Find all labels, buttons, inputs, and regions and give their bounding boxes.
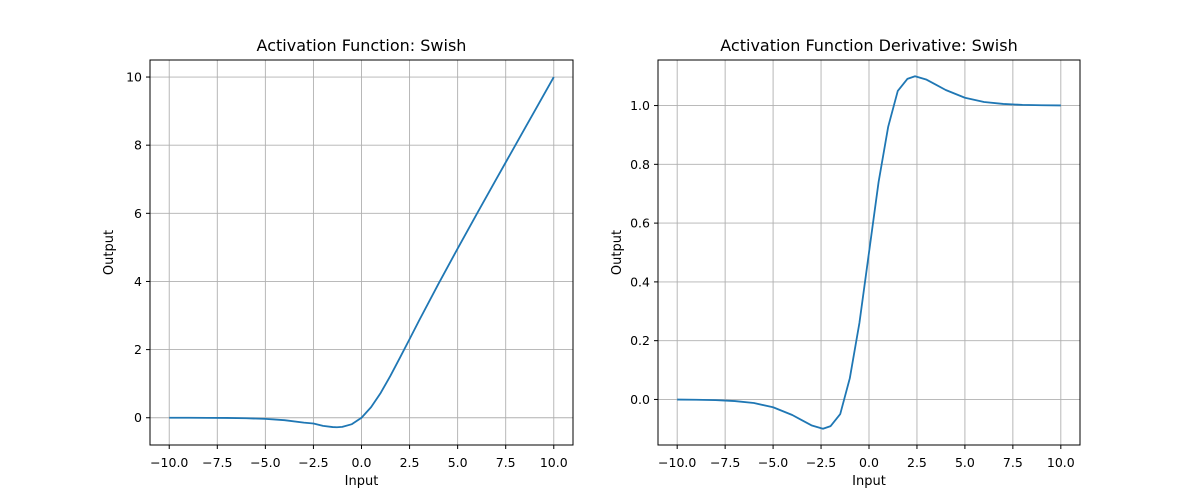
data-point [226, 417, 228, 419]
data-point [370, 406, 372, 408]
x-tick-label: −10.0 [150, 455, 188, 470]
data-point [188, 417, 190, 419]
x-tick-label: 2.5 [400, 455, 420, 470]
data-point [801, 419, 803, 421]
data-point [695, 399, 697, 401]
y-tick-label: 0.6 [630, 216, 650, 231]
swish-chart: −10.0 −7.5 −5.0 −2.5 0.0 2.5 5.0 7.5 10.0 0 2 4 6 8 10… [102, 36, 574, 489]
x-tick-label: 2.5 [907, 455, 927, 470]
x-tick-label: 5.0 [955, 455, 975, 470]
data-point [811, 424, 813, 426]
data-point [207, 417, 209, 419]
x-tick-label: −5.0 [758, 455, 788, 470]
data-point [734, 400, 736, 402]
data-point [341, 426, 343, 428]
x-tick-label: 0.0 [352, 455, 372, 470]
data-point [859, 322, 861, 324]
y-axis-label: Output [610, 230, 625, 275]
data-point [322, 425, 324, 427]
data-point [438, 283, 440, 285]
data-point [457, 248, 459, 250]
data-point [839, 413, 841, 415]
data-point [476, 213, 478, 215]
x-tick-label: −10.0 [658, 455, 696, 470]
data-point [389, 375, 391, 377]
x-tick-label: −7.5 [710, 455, 740, 470]
y-tick-label: 2 [134, 342, 142, 357]
data-point [715, 399, 717, 401]
data-point [964, 97, 966, 99]
y-tick-label: 6 [134, 206, 142, 221]
data-point [399, 357, 401, 359]
data-point [753, 402, 755, 404]
x-tick-label: 5.0 [448, 455, 468, 470]
data-point [303, 422, 305, 424]
data-point [868, 252, 870, 254]
x-tick-label: 7.5 [1003, 455, 1023, 470]
chart-title: Activation Function: Swish [257, 36, 467, 55]
data-point [935, 84, 937, 86]
data-point [926, 79, 928, 81]
y-tick-label: 4 [134, 274, 142, 289]
data-point [336, 426, 338, 428]
data-point [1060, 105, 1062, 107]
data-point [1002, 103, 1004, 105]
y-tick-label: 0.2 [630, 333, 650, 348]
data-point [849, 377, 851, 379]
data-point [264, 418, 266, 420]
y-tick-label: 8 [134, 138, 142, 153]
data-point [830, 425, 832, 427]
data-point [418, 319, 420, 321]
data-point [351, 423, 353, 425]
x-tick-label: 0.0 [859, 455, 879, 470]
data-point [284, 419, 286, 421]
data-point [409, 338, 411, 340]
data-point [887, 126, 889, 128]
y-axis-label: Output [102, 230, 117, 275]
data-point [380, 392, 382, 394]
x-tick-label: −5.0 [250, 455, 280, 470]
x-axis-label: Input [345, 474, 379, 489]
chart-title: Activation Function Derivative: Swish [720, 36, 1017, 55]
y-tick-label: 0.8 [630, 157, 650, 172]
x-tick-label: −2.5 [806, 455, 836, 470]
data-point [914, 75, 916, 77]
data-point [878, 181, 880, 183]
data-point [168, 417, 170, 419]
data-point [772, 406, 774, 408]
data-point [1041, 104, 1043, 106]
x-tick-label: 10.0 [540, 455, 568, 470]
data-point [791, 414, 793, 416]
y-tick-label: 0.0 [630, 392, 650, 407]
data-point [945, 89, 947, 91]
data-point [245, 417, 247, 419]
x-tick-label: 7.5 [496, 455, 516, 470]
y-tick-label: 0.4 [630, 274, 650, 289]
data-point [906, 78, 908, 80]
data-point [897, 90, 899, 92]
data-point [361, 417, 363, 419]
data-point [332, 426, 334, 428]
x-axis-label: Input [852, 474, 886, 489]
data-point [534, 110, 536, 112]
series-line [169, 76, 555, 429]
data-point [822, 428, 824, 430]
data-point [553, 76, 555, 78]
y-tick-label: 0 [134, 410, 142, 425]
swish-derivative-chart: −10.0 −7.5 −5.0 −2.5 0.0 2.5 5.0 7.5 10.0 0.0 0.2 0… [610, 36, 1081, 489]
y-tick-label: 10 [126, 70, 142, 85]
y-tick-label: 1.0 [630, 98, 650, 113]
data-point [1022, 104, 1024, 106]
data-point [983, 101, 985, 103]
x-tick-label: 10.0 [1047, 455, 1075, 470]
data-point [495, 179, 497, 181]
data-point [313, 423, 315, 425]
x-tick-label: −7.5 [202, 455, 232, 470]
data-point [514, 144, 516, 146]
series-line [677, 75, 1061, 430]
x-tick-label: −2.5 [298, 455, 328, 470]
data-point [676, 399, 678, 401]
